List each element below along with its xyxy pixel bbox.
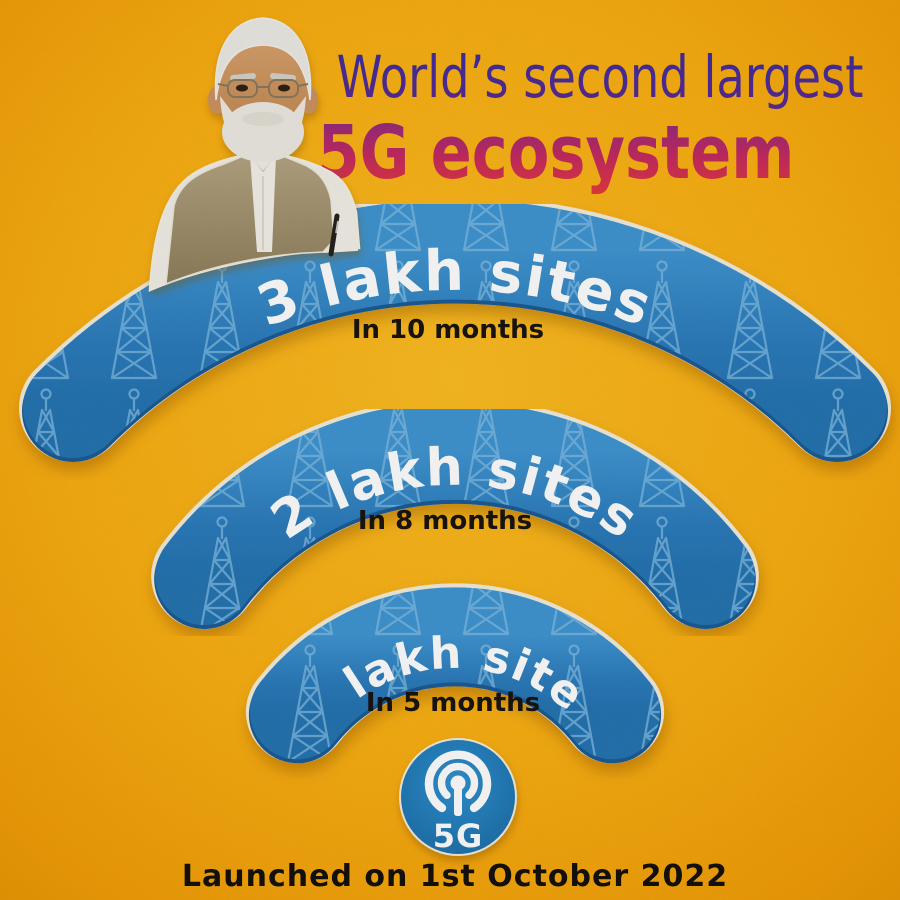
5g-logo-badge: 5G bbox=[399, 738, 517, 856]
duration-label-5-months: In 5 months bbox=[366, 688, 540, 718]
antenna-stem bbox=[454, 783, 462, 816]
headline-line2: 5G ecosystem bbox=[317, 109, 794, 195]
logo-label: 5G bbox=[433, 817, 484, 855]
eyebrow bbox=[230, 73, 256, 81]
mustache bbox=[242, 112, 284, 126]
eye bbox=[236, 84, 248, 92]
eye bbox=[278, 84, 290, 92]
duration-label-10-months: In 10 months bbox=[352, 315, 544, 345]
launch-date-text: Launched on 1st October 2022 bbox=[182, 859, 728, 894]
duration-label-8-months: In 8 months bbox=[358, 506, 532, 536]
eyebrow bbox=[270, 73, 296, 81]
headline-line1: World’s second largest bbox=[337, 44, 864, 111]
headline: World’s second largest 5G ecosystem bbox=[317, 44, 863, 196]
